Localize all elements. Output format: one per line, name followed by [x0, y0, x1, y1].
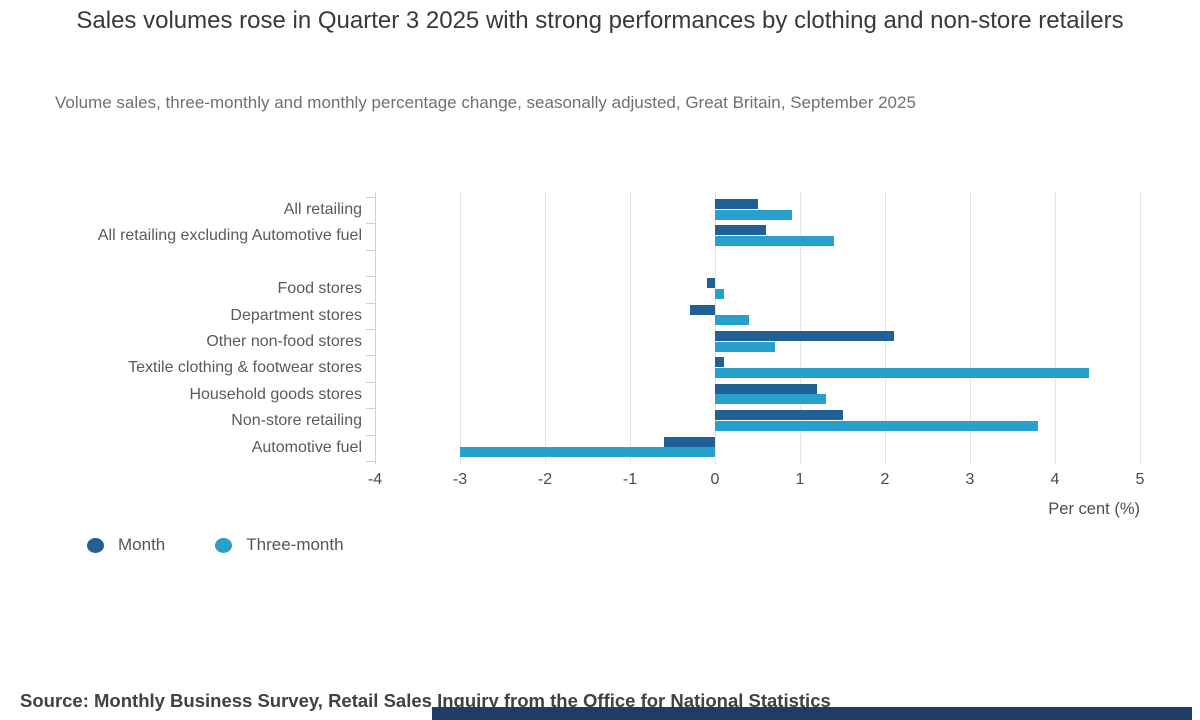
- x-tick-label: -4: [367, 471, 383, 488]
- x-tick-label: 2: [880, 471, 890, 488]
- category-label-textile-clothing-footwear-stores: Textile clothing & footwear stores: [128, 359, 362, 377]
- x-tick-label: 0: [710, 471, 720, 488]
- three-month-bar-food-stores[interactable]: [715, 288, 724, 299]
- x-tick-label: -3: [452, 471, 468, 488]
- month-bar-other-non-food-stores[interactable]: [715, 331, 894, 341]
- x-tick-label: 3: [965, 471, 975, 488]
- x-tick-label: 5: [1135, 471, 1145, 488]
- legend-label-three-month: Three-month: [246, 535, 344, 554]
- source-text: Source: Monthly Business Survey, Retail …: [20, 689, 831, 711]
- y-axis-line: [375, 192, 376, 464]
- y-axis-tick: [366, 276, 375, 278]
- three-month-bar-all-retailing[interactable]: [715, 209, 792, 220]
- y-axis-tick: [366, 329, 375, 330]
- y-axis-tick: [366, 408, 375, 410]
- y-axis-tick: [366, 249, 375, 251]
- category-label-non-store-retailing: Non-store retailing: [231, 412, 362, 430]
- chart-subtitle: Volume sales, three-monthly and monthly …: [55, 93, 916, 112]
- three-month-bar-other-non-food-stores[interactable]: [715, 341, 775, 352]
- category-label-food-stores: Food stores: [277, 280, 362, 298]
- y-axis-tick: [366, 223, 375, 225]
- category-label-all-retailing-excluding-automotive-fuel: All retailing excluding Automotive fuel: [97, 227, 362, 245]
- legend-item-three-month[interactable]: Three-month: [215, 535, 344, 555]
- x-tick-label: 1: [795, 471, 805, 488]
- gridline: [1055, 192, 1056, 464]
- gridline: [460, 192, 461, 464]
- month-bar-automotive-fuel[interactable]: [664, 436, 715, 447]
- gridline: [800, 192, 801, 464]
- month-bar-all-retailing[interactable]: [715, 199, 758, 209]
- gridline: [545, 192, 546, 464]
- category-label-department-stores: Department stores: [230, 306, 362, 324]
- y-axis-tick: [366, 302, 375, 304]
- y-axis-tick: [366, 434, 375, 436]
- three-month-bar-department-stores[interactable]: [715, 315, 749, 326]
- x-tick-label: -1: [622, 471, 638, 488]
- three-month-bar-textile-clothing-footwear-stores[interactable]: [715, 367, 1089, 378]
- month-bar-textile-clothing-footwear-stores[interactable]: [715, 357, 724, 368]
- three-month-bar-all-retailing-excluding-automotive-fuel[interactable]: [715, 235, 834, 246]
- category-label-all-retailing: All retailing: [283, 201, 362, 218]
- gridline: [630, 192, 631, 464]
- month-bar-household-goods-stores[interactable]: [715, 383, 817, 394]
- category-label-other-non-food-stores: Other non-food stores: [206, 333, 362, 350]
- gridline: [1140, 192, 1141, 464]
- x-tick-label: -2: [537, 471, 553, 488]
- category-label-household-goods-stores: Household goods stores: [189, 385, 362, 403]
- y-axis-tick: [366, 355, 375, 357]
- y-axis-tick: [366, 197, 375, 198]
- month-legend-dot: [87, 537, 104, 553]
- legend-label-month: Month: [118, 535, 166, 554]
- month-bar-food-stores[interactable]: [706, 278, 715, 289]
- month-bar-all-retailing-excluding-automotive-fuel[interactable]: [715, 225, 766, 236]
- chart-title: Sales volumes rose in Quarter 3 2025 wit…: [76, 7, 1124, 34]
- bottom-bar: [432, 707, 1192, 720]
- y-axis-tick: [366, 461, 375, 462]
- month-bar-department-stores[interactable]: [689, 304, 715, 315]
- three-month-bar-household-goods-stores[interactable]: [715, 394, 826, 405]
- legend: Month Three-month: [87, 535, 344, 555]
- three-month-bar-non-store-retailing[interactable]: [715, 420, 1038, 431]
- gridline: [715, 192, 716, 464]
- three-month-bar-automotive-fuel[interactable]: [460, 447, 715, 458]
- x-tick-label: 4: [1050, 471, 1060, 488]
- category-label-automotive-fuel: Automotive fuel: [251, 438, 362, 456]
- x-axis-label: Per cent (%): [1048, 500, 1140, 518]
- gridline: [885, 192, 886, 464]
- gridline: [970, 192, 971, 464]
- three-month-legend-dot: [215, 537, 233, 553]
- month-bar-non-store-retailing[interactable]: [715, 410, 843, 421]
- y-axis-tick: [366, 381, 375, 383]
- legend-item-month[interactable]: Month: [87, 535, 165, 555]
